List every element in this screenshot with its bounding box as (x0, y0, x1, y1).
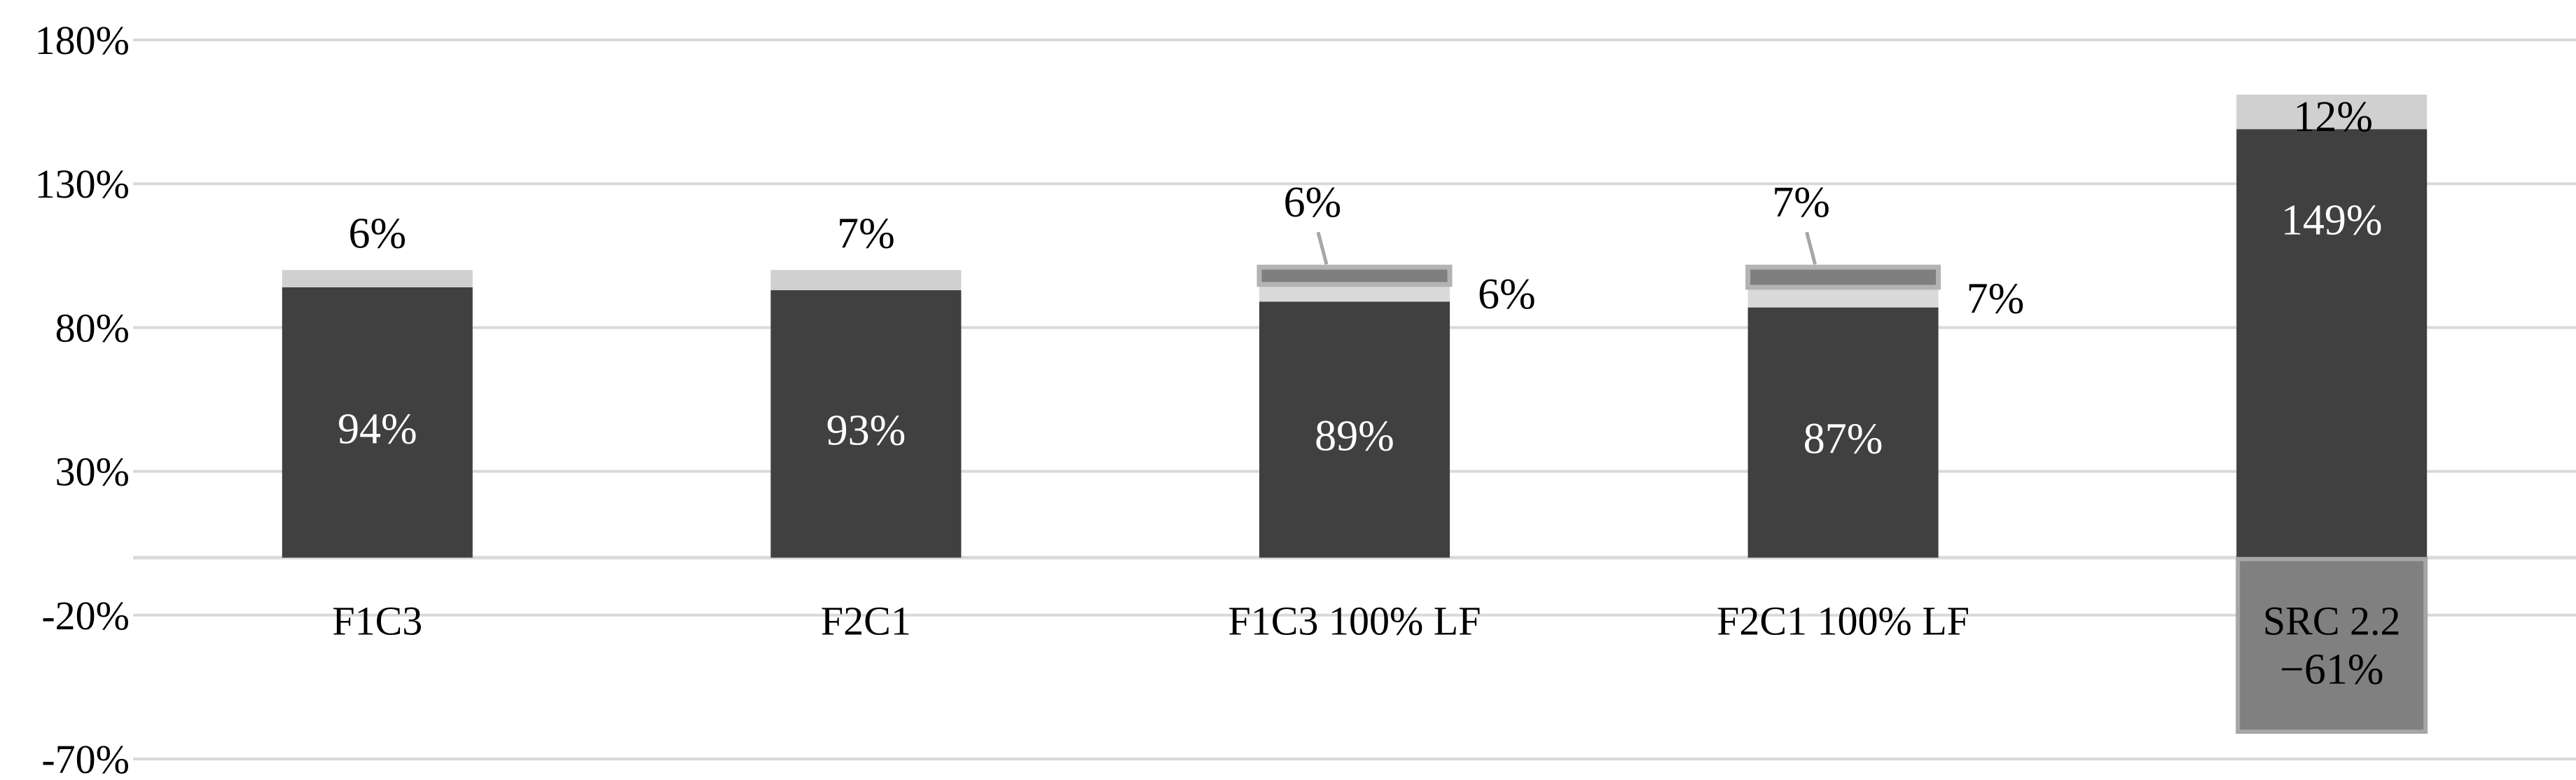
y-axis-ticks: -70% -20% 30% 80% 130% 180% (35, 18, 130, 780)
bar-negative (2236, 556, 2428, 734)
bar-top (1256, 264, 1453, 287)
data-label: 7% (1772, 179, 1830, 226)
bar-base (2236, 129, 2428, 558)
bar-middle (1747, 287, 1939, 308)
category-labels: F1C3 F2C1 F1C3 100% LF F2C1 100% LF SRC 2.2 (332, 598, 2400, 644)
leader-line (1805, 231, 1817, 265)
category-label: F1C3 100% LF (1228, 598, 1481, 644)
data-label: 89% (1315, 412, 1394, 460)
bar-top (1745, 264, 1941, 290)
data-label: 6% (1478, 271, 1536, 318)
category-label: F1C3 (332, 598, 422, 644)
y-tick-label: -70% (41, 737, 130, 780)
category-label: SRC 2.2 (2263, 598, 2401, 644)
category-label: F2C1 100% LF (1717, 598, 1969, 644)
bar-top (2236, 94, 2428, 130)
bar-top (770, 270, 962, 291)
y-tick-label: -20% (41, 593, 130, 638)
bar-top (282, 270, 473, 287)
data-label: 93% (826, 407, 906, 455)
bars (282, 94, 2428, 734)
y-tick-label: 80% (55, 305, 130, 350)
bar-base (282, 287, 473, 558)
data-label: 7% (837, 210, 895, 257)
y-tick-label: 130% (35, 161, 130, 207)
y-tick-label: 30% (55, 449, 130, 495)
leader-line (1316, 231, 1329, 265)
data-label: 149% (2281, 197, 2383, 245)
data-label: 6% (348, 210, 406, 257)
bar-middle (1259, 284, 1450, 302)
data-label: −61% (2280, 646, 2384, 694)
data-label: 6% (1284, 179, 1342, 226)
bar-base (770, 290, 962, 558)
data-label: 87% (1803, 415, 1883, 463)
bar-base (1747, 307, 1939, 558)
data-labels: 94% 6% 93% 7% 89% 6% 6% 87% 7% 7% 149% 12% −61% (338, 93, 2384, 694)
bar-base (1259, 301, 1450, 558)
category-label: F2C1 (821, 598, 911, 644)
data-label: 7% (1967, 275, 2025, 322)
data-label: 12% (2293, 93, 2373, 141)
data-label: 94% (338, 406, 417, 453)
y-tick-label: 180% (35, 18, 130, 63)
